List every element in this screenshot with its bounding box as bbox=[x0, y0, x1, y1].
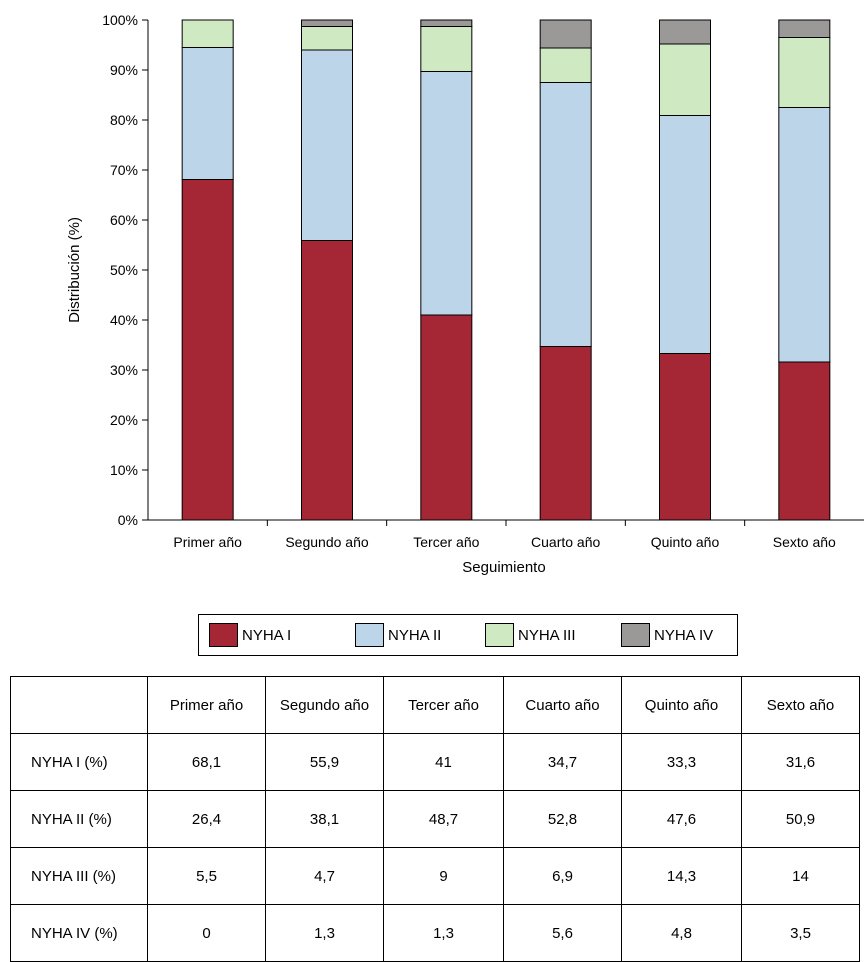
legend-label-nyha-ii: NYHA II bbox=[388, 626, 442, 644]
table-header-cell: Quinto año bbox=[621, 676, 742, 734]
chart-legend: NYHA I NYHA II NYHA III NYHA IV bbox=[198, 614, 738, 656]
table-cell: 50,9 bbox=[741, 790, 860, 848]
table-row-label: NYHA III (%) bbox=[10, 847, 148, 905]
table-cell: 6,9 bbox=[503, 847, 622, 905]
table-cell: 5,5 bbox=[147, 847, 266, 905]
legend-label-nyha-iii: NYHA III bbox=[518, 626, 576, 644]
table-row: NYHA III (%) 5,5 4,7 9 6,9 14,3 14 bbox=[10, 847, 860, 905]
stacked-bar-chart: 0% 10% 20% 30% 40% 50% 60% 70% 80% 90% 100% Primer … bbox=[66, 12, 864, 576]
bar-segment bbox=[659, 43, 711, 116]
table-row-label: NYHA I (%) bbox=[10, 733, 148, 791]
table-header-cell: Tercer año bbox=[383, 676, 504, 734]
data-table: Primer año Segundo año Tercer año Cuarto… bbox=[10, 676, 860, 962]
bar-segment bbox=[539, 346, 592, 521]
table-cell: 3,5 bbox=[741, 904, 860, 962]
table-header-cell: Sexto año bbox=[741, 676, 860, 734]
bar-segment bbox=[659, 19, 711, 45]
table-row-label: NYHA II (%) bbox=[10, 790, 148, 848]
bar-segment bbox=[181, 47, 234, 180]
bar-segment bbox=[301, 49, 353, 241]
table-cell: 1,3 bbox=[265, 904, 384, 962]
x-tick-label: Quinto año bbox=[651, 534, 720, 550]
legend-item-nyha-ii: NYHA II bbox=[355, 623, 441, 647]
table-cell: 4,7 bbox=[265, 847, 384, 905]
table-cell: 14,3 bbox=[621, 847, 742, 905]
table-cell: 68,1 bbox=[147, 733, 266, 791]
legend-swatch-nyha-iii bbox=[485, 623, 514, 647]
y-tick-label: 30% bbox=[110, 362, 138, 378]
x-tick-label: Cuarto año bbox=[531, 534, 600, 550]
legend-swatch-nyha-i bbox=[209, 623, 238, 647]
table-header-cell: Segundo año bbox=[265, 676, 384, 734]
x-tick-label: Tercer año bbox=[413, 534, 479, 550]
table-cell: 41 bbox=[383, 733, 504, 791]
bar-segment bbox=[301, 19, 353, 27]
y-tick-label: 80% bbox=[110, 112, 138, 128]
bar-segment bbox=[301, 240, 353, 521]
y-tick-label: 70% bbox=[110, 162, 138, 178]
y-tick-label: 50% bbox=[110, 262, 138, 278]
legend-item-nyha-iii: NYHA III bbox=[485, 623, 576, 647]
y-tick-label: 10% bbox=[110, 462, 138, 478]
legend-swatch-nyha-ii bbox=[355, 623, 384, 647]
table-cell: 31,6 bbox=[741, 733, 860, 791]
legend-label-nyha-iv: NYHA IV bbox=[654, 626, 714, 644]
table-row: NYHA I (%) 68,1 55,9 41 34,7 33,3 31,6 bbox=[10, 733, 860, 791]
table-cell: 33,3 bbox=[621, 733, 742, 791]
table-row: NYHA IV (%) 0 1,3 1,3 5,6 4,8 3,5 bbox=[10, 904, 860, 962]
table-cell: 0 bbox=[147, 904, 266, 962]
legend-swatch-nyha-iv bbox=[621, 623, 650, 647]
table-cell: 1,3 bbox=[383, 904, 504, 962]
table-cell: 5,6 bbox=[503, 904, 622, 962]
table-cell: 52,8 bbox=[503, 790, 622, 848]
legend-item-nyha-iv: NYHA IV bbox=[621, 623, 713, 647]
bar-segment bbox=[659, 115, 711, 354]
table-header-empty bbox=[10, 676, 148, 734]
x-tick-label: Primer año bbox=[173, 534, 242, 550]
table-cell: 48,7 bbox=[383, 790, 504, 848]
table-cell: 55,9 bbox=[265, 733, 384, 791]
table-header-row: Primer año Segundo año Tercer año Cuarto… bbox=[10, 676, 860, 734]
y-tick-label: 20% bbox=[110, 412, 138, 428]
bar-segment bbox=[778, 19, 831, 38]
bar-segment bbox=[301, 26, 353, 51]
bar-segment bbox=[778, 107, 831, 363]
y-axis-title: Distribución (%) bbox=[66, 217, 83, 323]
x-axis-title: Seguimiento bbox=[462, 559, 545, 576]
y-tick-label: 100% bbox=[102, 12, 138, 28]
bar-segment bbox=[181, 19, 234, 48]
table-row-label: NYHA IV (%) bbox=[10, 904, 148, 962]
y-tick-label: 90% bbox=[110, 62, 138, 78]
table-header-cell: Primer año bbox=[147, 676, 266, 734]
legend-item-nyha-i: NYHA I bbox=[209, 623, 291, 647]
x-tick-label: Sexto año bbox=[773, 534, 836, 550]
y-tick-label: 40% bbox=[110, 312, 138, 328]
legend-label-nyha-i: NYHA I bbox=[242, 626, 292, 644]
bar-segment bbox=[539, 47, 592, 83]
table-cell: 14 bbox=[741, 847, 860, 905]
bar-segment bbox=[420, 26, 473, 72]
table-row: NYHA II (%) 26,4 38,1 48,7 52,8 47,6 50,… bbox=[10, 790, 860, 848]
bar-segment bbox=[420, 314, 473, 521]
bar-segment bbox=[181, 179, 234, 521]
table-cell: 4,8 bbox=[621, 904, 742, 962]
table-cell: 34,7 bbox=[503, 733, 622, 791]
bar-segment bbox=[659, 353, 711, 521]
table-cell: 47,6 bbox=[621, 790, 742, 848]
y-tick-label: 60% bbox=[110, 212, 138, 228]
y-tick-label: 0% bbox=[118, 512, 138, 528]
bar-segment bbox=[420, 19, 473, 27]
table-cell: 9 bbox=[383, 847, 504, 905]
table-cell: 26,4 bbox=[147, 790, 266, 848]
bar-segment bbox=[539, 19, 592, 49]
table-header-cell: Cuarto año bbox=[503, 676, 622, 734]
bar-segment bbox=[778, 37, 831, 108]
bar-segment bbox=[420, 71, 473, 316]
bar-segment bbox=[539, 82, 592, 347]
table-cell: 38,1 bbox=[265, 790, 384, 848]
x-tick-label: Segundo año bbox=[285, 534, 369, 550]
bar-segment bbox=[778, 361, 831, 521]
